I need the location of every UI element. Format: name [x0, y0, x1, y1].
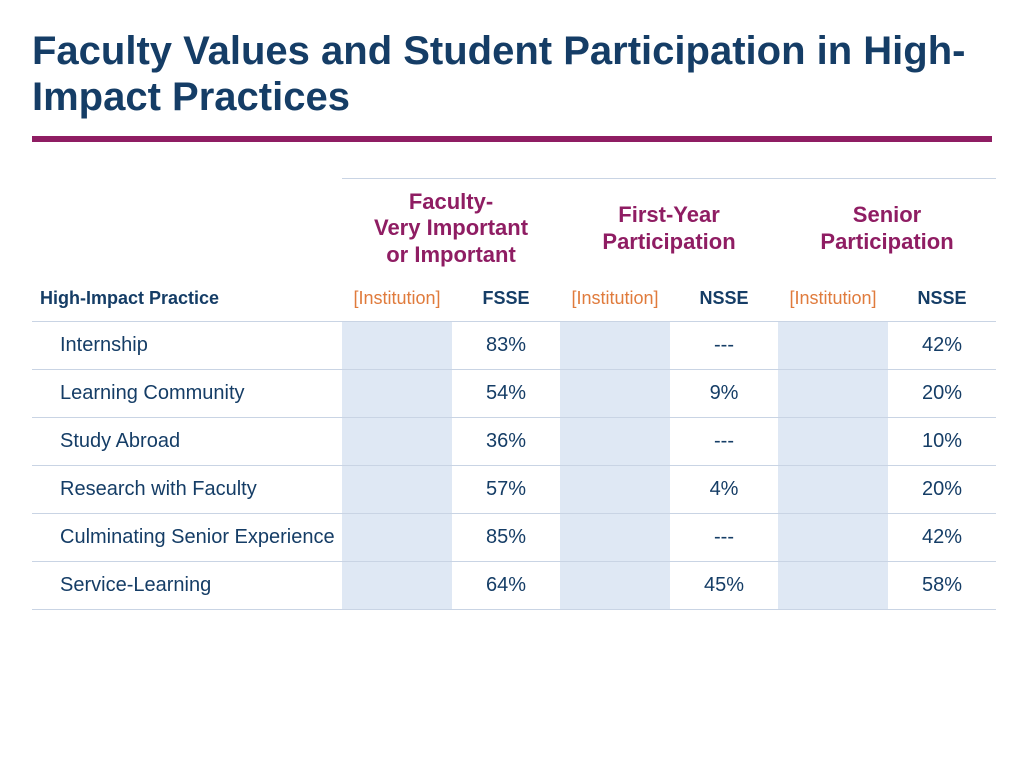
row-label: Research with Faculty [32, 466, 342, 514]
val-label-2: NSSE [670, 278, 778, 322]
sub-header-row: High-Impact Practice [Institution] FSSE … [32, 278, 996, 322]
value-cell: 36% [452, 418, 560, 466]
value-cell: --- [670, 418, 778, 466]
institution-cell [342, 466, 452, 514]
group-header-senior: SeniorParticipation [778, 179, 996, 279]
value-cell: 57% [452, 466, 560, 514]
inst-label-1: [Institution] [342, 278, 452, 322]
val-label-1: FSSE [452, 278, 560, 322]
row-label: Culminating Senior Experience [32, 514, 342, 562]
institution-cell [778, 418, 888, 466]
value-cell: 42% [888, 322, 996, 370]
table-body: Internship 83% --- 42% Learning Community 54%… [32, 322, 996, 610]
value-cell: 83% [452, 322, 560, 370]
institution-cell [342, 418, 452, 466]
group-header-firstyear: First-YearParticipation [560, 179, 778, 279]
value-cell: 4% [670, 466, 778, 514]
institution-cell [778, 322, 888, 370]
institution-cell [560, 466, 670, 514]
institution-cell [560, 514, 670, 562]
value-cell: 42% [888, 514, 996, 562]
slide-title: Faculty Values and Student Participation… [32, 28, 992, 120]
value-cell: --- [670, 514, 778, 562]
value-cell: 54% [452, 370, 560, 418]
value-cell: 9% [670, 370, 778, 418]
group-header-faculty: Faculty-Very Importantor Important [342, 179, 560, 279]
inst-label-3: [Institution] [778, 278, 888, 322]
row-label: Study Abroad [32, 418, 342, 466]
institution-cell [560, 562, 670, 610]
institution-cell [778, 370, 888, 418]
value-cell: 45% [670, 562, 778, 610]
value-cell: --- [670, 322, 778, 370]
table-row: Internship 83% --- 42% [32, 322, 996, 370]
institution-cell [342, 562, 452, 610]
value-cell: 10% [888, 418, 996, 466]
table-row: Learning Community 54% 9% 20% [32, 370, 996, 418]
row-label: Service-Learning [32, 562, 342, 610]
value-cell: 85% [452, 514, 560, 562]
row-header-label: High-Impact Practice [32, 278, 342, 322]
institution-cell [560, 322, 670, 370]
group-header-blank [32, 179, 342, 279]
table-head: Faculty-Very Importantor Important First… [32, 179, 996, 322]
table-row: Culminating Senior Experience 85% --- 42% [32, 514, 996, 562]
val-label-3: NSSE [888, 278, 996, 322]
row-label: Internship [32, 322, 342, 370]
institution-cell [342, 370, 452, 418]
value-cell: 20% [888, 370, 996, 418]
institution-cell [560, 370, 670, 418]
institution-cell [342, 322, 452, 370]
slide: Faculty Values and Student Participation… [0, 0, 1024, 768]
institution-cell [778, 562, 888, 610]
group-header-row: Faculty-Very Importantor Important First… [32, 179, 996, 279]
hip-table: Faculty-Very Importantor Important First… [32, 178, 996, 610]
value-cell: 64% [452, 562, 560, 610]
institution-cell [342, 514, 452, 562]
table-row: Study Abroad 36% --- 10% [32, 418, 996, 466]
table-row: Research with Faculty 57% 4% 20% [32, 466, 996, 514]
value-cell: 58% [888, 562, 996, 610]
row-label: Learning Community [32, 370, 342, 418]
institution-cell [560, 418, 670, 466]
institution-cell [778, 466, 888, 514]
title-rule [32, 136, 992, 142]
table-row: Service-Learning 64% 45% 58% [32, 562, 996, 610]
institution-cell [778, 514, 888, 562]
value-cell: 20% [888, 466, 996, 514]
inst-label-2: [Institution] [560, 278, 670, 322]
